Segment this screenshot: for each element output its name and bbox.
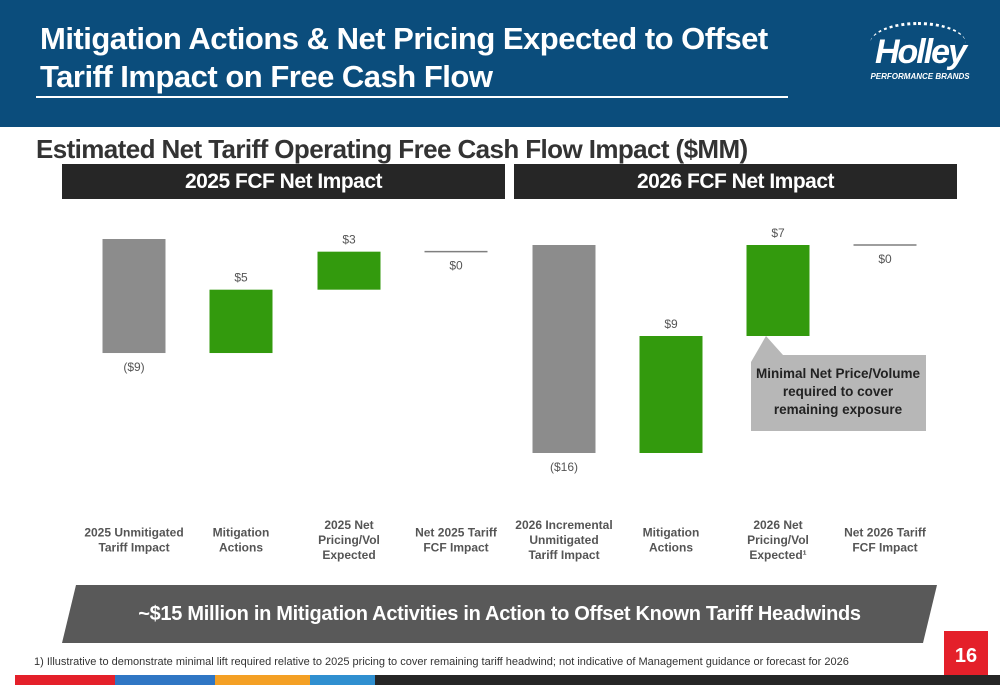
title-underline (36, 96, 788, 98)
bottom-stripe-dark (375, 675, 1000, 685)
data-label: $5 (234, 271, 248, 285)
callout-text: Minimal Net Price/Volume required to cove… (756, 366, 921, 417)
callout-box (751, 336, 926, 431)
bottom-stripe-lightblue (310, 675, 375, 685)
data-label: $7 (771, 226, 785, 240)
logo-wordmark: Holley (874, 33, 967, 71)
logo-arc-graphic (870, 22, 966, 65)
category-label: 2026 Incremental Unmitigated Tariff Impact (515, 518, 612, 562)
summary-banner-text: ~$15 Million in Mitigation Activities in… (138, 603, 861, 625)
slide-title: Mitigation Actions & Net Pricing Expecte… (40, 21, 768, 94)
panel-title-2025: 2025 FCF Net Impact (62, 164, 505, 199)
data-label: $0 (878, 252, 892, 266)
bottom-stripe-red (15, 675, 115, 685)
panel-title-2026: 2026 FCF Net Impact (514, 164, 957, 199)
summary-banner (62, 585, 937, 643)
data-label: $3 (342, 233, 356, 247)
data-label: $0 (449, 259, 463, 273)
holley-logo: Holley PERFORMANCE BRANDS (862, 22, 974, 84)
offset-bar (639, 336, 703, 453)
offset-bar (317, 251, 381, 290)
offset-bar (209, 289, 273, 354)
data-label: ($9) (123, 360, 144, 374)
category-label: 2025 Net Pricing/Vol Expected (318, 518, 380, 562)
category-label: Mitigation Actions (643, 526, 700, 555)
footnote: 1) Illustrative to demonstrate minimal l… (34, 656, 849, 668)
data-label: ($16) (550, 460, 578, 474)
bottom-stripe-blue (115, 675, 215, 685)
header-bar: Mitigation Actions & Net Pricing Expecte… (0, 0, 1000, 127)
unmitigated-bar (102, 239, 166, 354)
category-label: Mitigation Actions (213, 526, 270, 555)
bottom-stripe-orange (215, 675, 310, 685)
offset-bar (746, 245, 810, 336)
category-label: 2025 Unmitigated Tariff Impact (84, 526, 183, 555)
category-label: Net 2026 Tariff FCF Impact (844, 526, 927, 555)
category-label: Net 2025 Tariff FCF Impact (415, 526, 498, 555)
page-number: 16 (944, 631, 988, 675)
data-label: $9 (664, 317, 678, 331)
category-label: 2026 Net Pricing/Vol Expected¹ (747, 518, 809, 562)
chart-subtitle: Estimated Net Tariff Operating Free Cash… (36, 134, 748, 164)
unmitigated-bar (532, 245, 596, 453)
logo-tagline: PERFORMANCE BRANDS (870, 72, 970, 81)
